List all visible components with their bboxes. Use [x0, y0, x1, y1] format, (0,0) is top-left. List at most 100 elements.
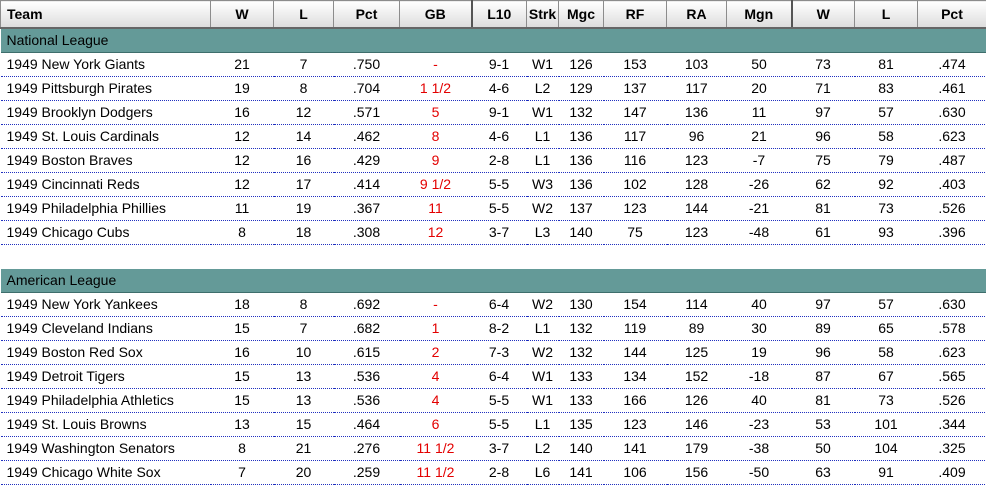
cell-ra: 179 — [666, 436, 727, 461]
cell-mgc: 137 — [558, 196, 604, 221]
header-team[interactable]: Team — [0, 0, 211, 29]
cell-gb: 11 — [399, 196, 472, 221]
cell-ra: 96 — [666, 124, 727, 149]
table-row[interactable]: 1949 Washington Senators 8 21.276 11 1/2 3-7… — [0, 436, 986, 461]
cell-pct: .464 — [333, 412, 400, 437]
cell-gb: 4 — [399, 388, 472, 413]
cell-strk: W3 — [526, 172, 559, 197]
cell-l2: 91 — [854, 460, 918, 485]
header-row: Team W L Pct GB L10 Strk Mgc RF RA Mgn W L Pct — [0, 0, 986, 29]
cell-strk: L1 — [526, 412, 559, 437]
cell-w: 15 — [210, 364, 274, 389]
cell-pct2: .325 — [917, 436, 986, 461]
cell-l: 15 — [273, 412, 334, 437]
cell-pct: .308 — [333, 220, 400, 245]
header-l[interactable]: L — [273, 0, 334, 29]
cell-mgn: 40 — [726, 388, 792, 413]
cell-mgn: -26 — [726, 172, 792, 197]
cell-team: 1949 Philadelphia Phillies — [0, 196, 211, 221]
cell-rf: 154 — [603, 292, 667, 317]
cell-rf: 144 — [603, 340, 667, 365]
header-pct[interactable]: Pct — [333, 0, 400, 29]
cell-l2: 92 — [854, 172, 918, 197]
league-header-row: National League — [0, 27, 986, 53]
cell-w: 16 — [210, 100, 274, 125]
cell-ra: 136 — [666, 100, 727, 125]
cell-mgn: -18 — [726, 364, 792, 389]
cell-l: 21 — [273, 436, 334, 461]
cell-strk: L1 — [526, 316, 559, 341]
cell-team: 1949 Chicago White Sox — [0, 460, 211, 485]
table-row[interactable]: 1949 Philadelphia Phillies 11 19.367 11 5-5 W… — [0, 196, 986, 221]
cell-l10: 9-1 — [471, 100, 527, 125]
cell-ra: 146 — [666, 412, 727, 437]
header-l2[interactable]: L — [854, 0, 918, 29]
header-gb[interactable]: GB — [399, 0, 473, 29]
cell-pct2: .403 — [917, 172, 986, 197]
table-row[interactable]: 1949 Cleveland Indians 15 7.682 1 8-2 L1 132 11… — [0, 316, 986, 341]
table-row[interactable]: 1949 St. Louis Browns 13 15.464 6 5-5 L1 135 12… — [0, 412, 986, 437]
cell-l10: 2-8 — [471, 460, 527, 485]
cell-l10: 6-4 — [471, 364, 527, 389]
cell-pct2: .396 — [917, 220, 986, 245]
header-pct2[interactable]: Pct — [917, 0, 986, 29]
table-row[interactable]: 1949 Chicago Cubs 8 18.308 12 3-7 L3 140 75 123-… — [0, 220, 986, 245]
header-mgn[interactable]: Mgn — [726, 0, 793, 29]
cell-l: 16 — [273, 148, 334, 173]
cell-mgn: 40 — [726, 292, 792, 317]
cell-l10: 3-7 — [471, 220, 527, 245]
cell-ra: 103 — [666, 52, 727, 77]
cell-w: 12 — [210, 124, 274, 149]
table-row[interactable]: 1949 New York Giants 21 7.750-9-1 W1 126 153 1… — [0, 52, 986, 77]
cell-w: 15 — [210, 316, 274, 341]
cell-strk: L2 — [526, 436, 559, 461]
cell-mgc: 133 — [558, 364, 604, 389]
cell-mgc: 136 — [558, 148, 604, 173]
cell-w: 8 — [210, 436, 274, 461]
cell-w2: 73 — [791, 52, 855, 77]
league-name: National League — [0, 27, 986, 53]
cell-rf: 134 — [603, 364, 667, 389]
cell-team: 1949 Boston Red Sox — [0, 340, 211, 365]
table-row[interactable]: 1949 Detroit Tigers 15 13.536 4 6-4 W1 133 134 1… — [0, 364, 986, 389]
header-l10[interactable]: L10 — [471, 0, 527, 29]
header-w[interactable]: W — [210, 0, 274, 29]
cell-pct: .414 — [333, 172, 400, 197]
cell-l10: 4-6 — [471, 76, 527, 101]
cell-l10: 8-2 — [471, 316, 527, 341]
cell-pct: .750 — [333, 52, 400, 77]
table-row[interactable]: 1949 Pittsburgh Pirates 19 8.704 1 1/2 4-6 L2… — [0, 76, 986, 101]
table-row[interactable]: 1949 Boston Braves 12 16.429 9 2-8 L1 136 116 12… — [0, 148, 986, 173]
header-w2[interactable]: W — [791, 0, 855, 29]
cell-mgn: -23 — [726, 412, 792, 437]
cell-pct: .682 — [333, 316, 400, 341]
table-row[interactable]: 1949 Brooklyn Dodgers 16 12.571 5 9-1 W1 132 14… — [0, 100, 986, 125]
cell-gb: - — [399, 52, 472, 77]
cell-team: 1949 New York Yankees — [0, 292, 211, 317]
cell-rf: 166 — [603, 388, 667, 413]
cell-gb: 12 — [399, 220, 472, 245]
cell-l2: 67 — [854, 364, 918, 389]
cell-l: 20 — [273, 460, 334, 485]
cell-pct2: .526 — [917, 196, 986, 221]
table-row[interactable]: 1949 St. Louis Cardinals 12 14.462 8 4-6 L1 13… — [0, 124, 986, 149]
header-mgc[interactable]: Mgc — [558, 0, 604, 29]
cell-mgc: 133 — [558, 388, 604, 413]
cell-w2: 71 — [791, 76, 855, 101]
table-row[interactable]: 1949 Cincinnati Reds 12 17.414 9 1/2 5-5 W3 13… — [0, 172, 986, 197]
table-row[interactable]: 1949 Boston Red Sox 16 10.615 2 7-3 W2 132 144 1… — [0, 340, 986, 365]
cell-l2: 57 — [854, 292, 918, 317]
cell-team: 1949 Chicago Cubs — [0, 220, 211, 245]
table-row[interactable]: 1949 New York Yankees 18 8.692-6-4 W2 130 154… — [0, 292, 986, 317]
cell-team: 1949 Brooklyn Dodgers — [0, 100, 211, 125]
table-row[interactable]: 1949 Philadelphia Athletics 15 13.536 4 5-5 W… — [0, 388, 986, 413]
header-rf[interactable]: RF — [603, 0, 667, 29]
cell-l: 18 — [273, 220, 334, 245]
cell-pct2: .565 — [917, 364, 986, 389]
header-strk[interactable]: Strk — [526, 0, 559, 29]
cell-ra: 126 — [666, 388, 727, 413]
cell-team: 1949 St. Louis Browns — [0, 412, 211, 437]
header-ra[interactable]: RA — [666, 0, 727, 29]
table-row[interactable]: 1949 Chicago White Sox 7 20.259 11 1/2 2-8 L6… — [0, 460, 986, 485]
cell-mgn: -21 — [726, 196, 792, 221]
